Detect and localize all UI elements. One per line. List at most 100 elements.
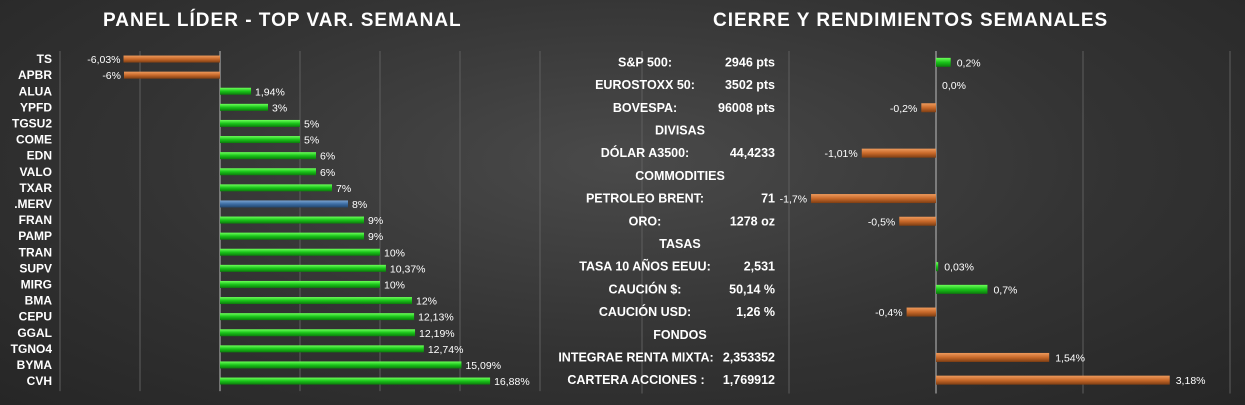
bar-ts	[123, 55, 220, 63]
category-label-bma: BMA	[25, 294, 53, 308]
change-bar-s-p-500	[936, 57, 951, 67]
row-value-cauci-n-usd: 1,26 %	[736, 305, 775, 319]
bar-valo	[220, 168, 316, 176]
value-label-come: 5%	[304, 135, 319, 147]
change-label-cauci-n: 0,7%	[993, 284, 1017, 296]
row-value-petroleo-brent: 71	[761, 192, 775, 206]
category-label-ypfd: YPFD	[20, 100, 52, 114]
value-label-byma: 15,09%	[465, 360, 501, 372]
category-label-mirg: MIRG	[21, 277, 52, 291]
category-label-cvh: CVH	[27, 374, 52, 388]
row-label-tasa-10-a-os-eeuu: TASA 10 AÑOS EEUU:	[579, 259, 711, 274]
row-label-s-p-500: S&P 500:	[618, 55, 672, 69]
bar-edn	[220, 152, 316, 160]
value-label-ggal: 12,19%	[419, 328, 455, 340]
row-value-d-lar-a3500: 44,4233	[730, 146, 775, 160]
bar-alua	[220, 87, 252, 95]
row-label-bovespa: BOVESPA:	[613, 101, 677, 115]
value-label-apbr: -6%	[102, 70, 121, 82]
change-bar-integrae-renta-mixta	[936, 352, 1050, 362]
weekly-variation-bar-chart: TS -6,03% APBR -6% ALUA 1,94% YPFD 3% TGSU2 5% COM…	[11, 51, 541, 392]
change-label-oro: -0,5%	[868, 216, 895, 228]
category-label-supv: SUPV	[19, 261, 52, 275]
bar-tgno4	[220, 345, 424, 353]
value-label-valo: 6%	[320, 167, 335, 179]
row-value-eurostoxx-50: 3502 pts	[725, 78, 775, 92]
category-label-merv: .MERV	[14, 197, 52, 211]
category-label-apbr: APBR	[18, 68, 52, 82]
row-value-integrae-renta-mixta: 2,353352	[723, 350, 775, 364]
bar-come	[220, 136, 300, 144]
bar-ypfd	[220, 103, 268, 111]
category-label-valo: VALO	[20, 165, 52, 179]
change-label-eurostoxx-50: 0,0%	[942, 80, 966, 92]
bar-bma	[220, 297, 412, 305]
category-label-pamp: PAMP	[18, 229, 52, 243]
value-label-tgsu2: 5%	[304, 118, 319, 130]
bar-byma	[220, 361, 462, 369]
change-label-bovespa: -0,2%	[890, 103, 917, 115]
category-label-byma: BYMA	[17, 358, 53, 372]
value-label-edn: 6%	[320, 151, 335, 163]
category-label-alua: ALUA	[19, 84, 53, 98]
category-label-tgno4: TGNO4	[11, 342, 53, 356]
value-label-mirg: 10%	[384, 279, 405, 291]
row-label-cauci-n-usd: CAUCIÓN USD:	[599, 304, 691, 319]
change-bar-cartera-acciones	[936, 375, 1170, 385]
change-label-tasa-10-a-os-eeuu: 0,03%	[944, 262, 974, 274]
bar-apbr	[124, 71, 220, 79]
row-label-integrae-renta-mixta: INTEGRAE RENTA MIXTA:	[558, 350, 713, 364]
change-bar-cauci-n	[936, 284, 988, 294]
row-label-cartera-acciones: CARTERA ACCIONES :	[567, 373, 704, 387]
bar-cvh	[220, 377, 491, 385]
category-label-tran: TRAN	[19, 245, 52, 259]
row-value-cauci-n: 50,14 %	[729, 282, 775, 296]
bar-mirg	[220, 280, 380, 288]
change-bar-petroleo-brent	[811, 194, 936, 204]
bar-tran	[220, 248, 380, 256]
row-value-s-p-500: 2946 pts	[725, 55, 775, 69]
bar-ggal	[220, 329, 416, 337]
section-header-commodities: COMMODITIES	[635, 169, 725, 183]
change-label-integrae-renta-mixta: 1,54%	[1055, 352, 1085, 364]
bar-txar	[220, 184, 332, 192]
change-label-cartera-acciones: 3,18%	[1176, 375, 1206, 387]
left-panel-title: PANEL LÍDER - TOP VAR. SEMANAL	[103, 10, 462, 31]
change-label-d-lar-a3500: -1,01%	[824, 148, 857, 160]
value-label-pamp: 9%	[368, 231, 383, 243]
category-label-tgsu2: TGSU2	[12, 116, 52, 130]
right-panel-title: CIERRE Y RENDIMIENTOS SEMANALES	[713, 10, 1109, 31]
value-label-cvh: 16,88%	[494, 376, 530, 388]
category-label-come: COME	[16, 133, 52, 147]
change-label-cauci-n-usd: -0,4%	[875, 307, 902, 319]
bar-pamp	[220, 232, 364, 240]
category-label-cepu: CEPU	[19, 310, 52, 324]
category-label-ts: TS	[37, 52, 52, 66]
row-label-eurostoxx-50: EUROSTOXX 50:	[595, 78, 695, 92]
value-label-bma: 12%	[416, 296, 437, 308]
category-label-ggal: GGAL	[17, 326, 52, 340]
value-label-merv: 8%	[352, 199, 367, 211]
value-label-ts: -6,03%	[87, 54, 120, 66]
row-value-bovespa: 96008 pts	[718, 101, 775, 115]
value-label-ypfd: 3%	[272, 102, 287, 114]
change-bar-oro	[899, 216, 936, 226]
value-label-tran: 10%	[384, 247, 405, 259]
category-label-edn: EDN	[27, 149, 52, 163]
section-header-fondos: FONDOS	[653, 328, 706, 342]
bar-fran	[220, 216, 364, 224]
bar-supv	[220, 264, 386, 272]
change-bar-cauci-n-usd	[906, 307, 936, 317]
change-label-petroleo-brent: -1,7%	[780, 194, 807, 206]
category-label-txar: TXAR	[19, 181, 52, 195]
value-label-tgno4: 12,74%	[428, 344, 464, 356]
row-label-petroleo-brent: PETROLEO BRENT:	[586, 192, 704, 206]
row-label-d-lar-a3500: DÓLAR A3500:	[601, 145, 689, 160]
bar-merv	[220, 200, 348, 208]
category-label-fran: FRAN	[19, 213, 52, 227]
change-bar-tasa-10-a-os-eeuu	[936, 262, 939, 272]
value-label-supv: 10,37%	[390, 263, 426, 275]
bar-cepu	[220, 313, 415, 321]
